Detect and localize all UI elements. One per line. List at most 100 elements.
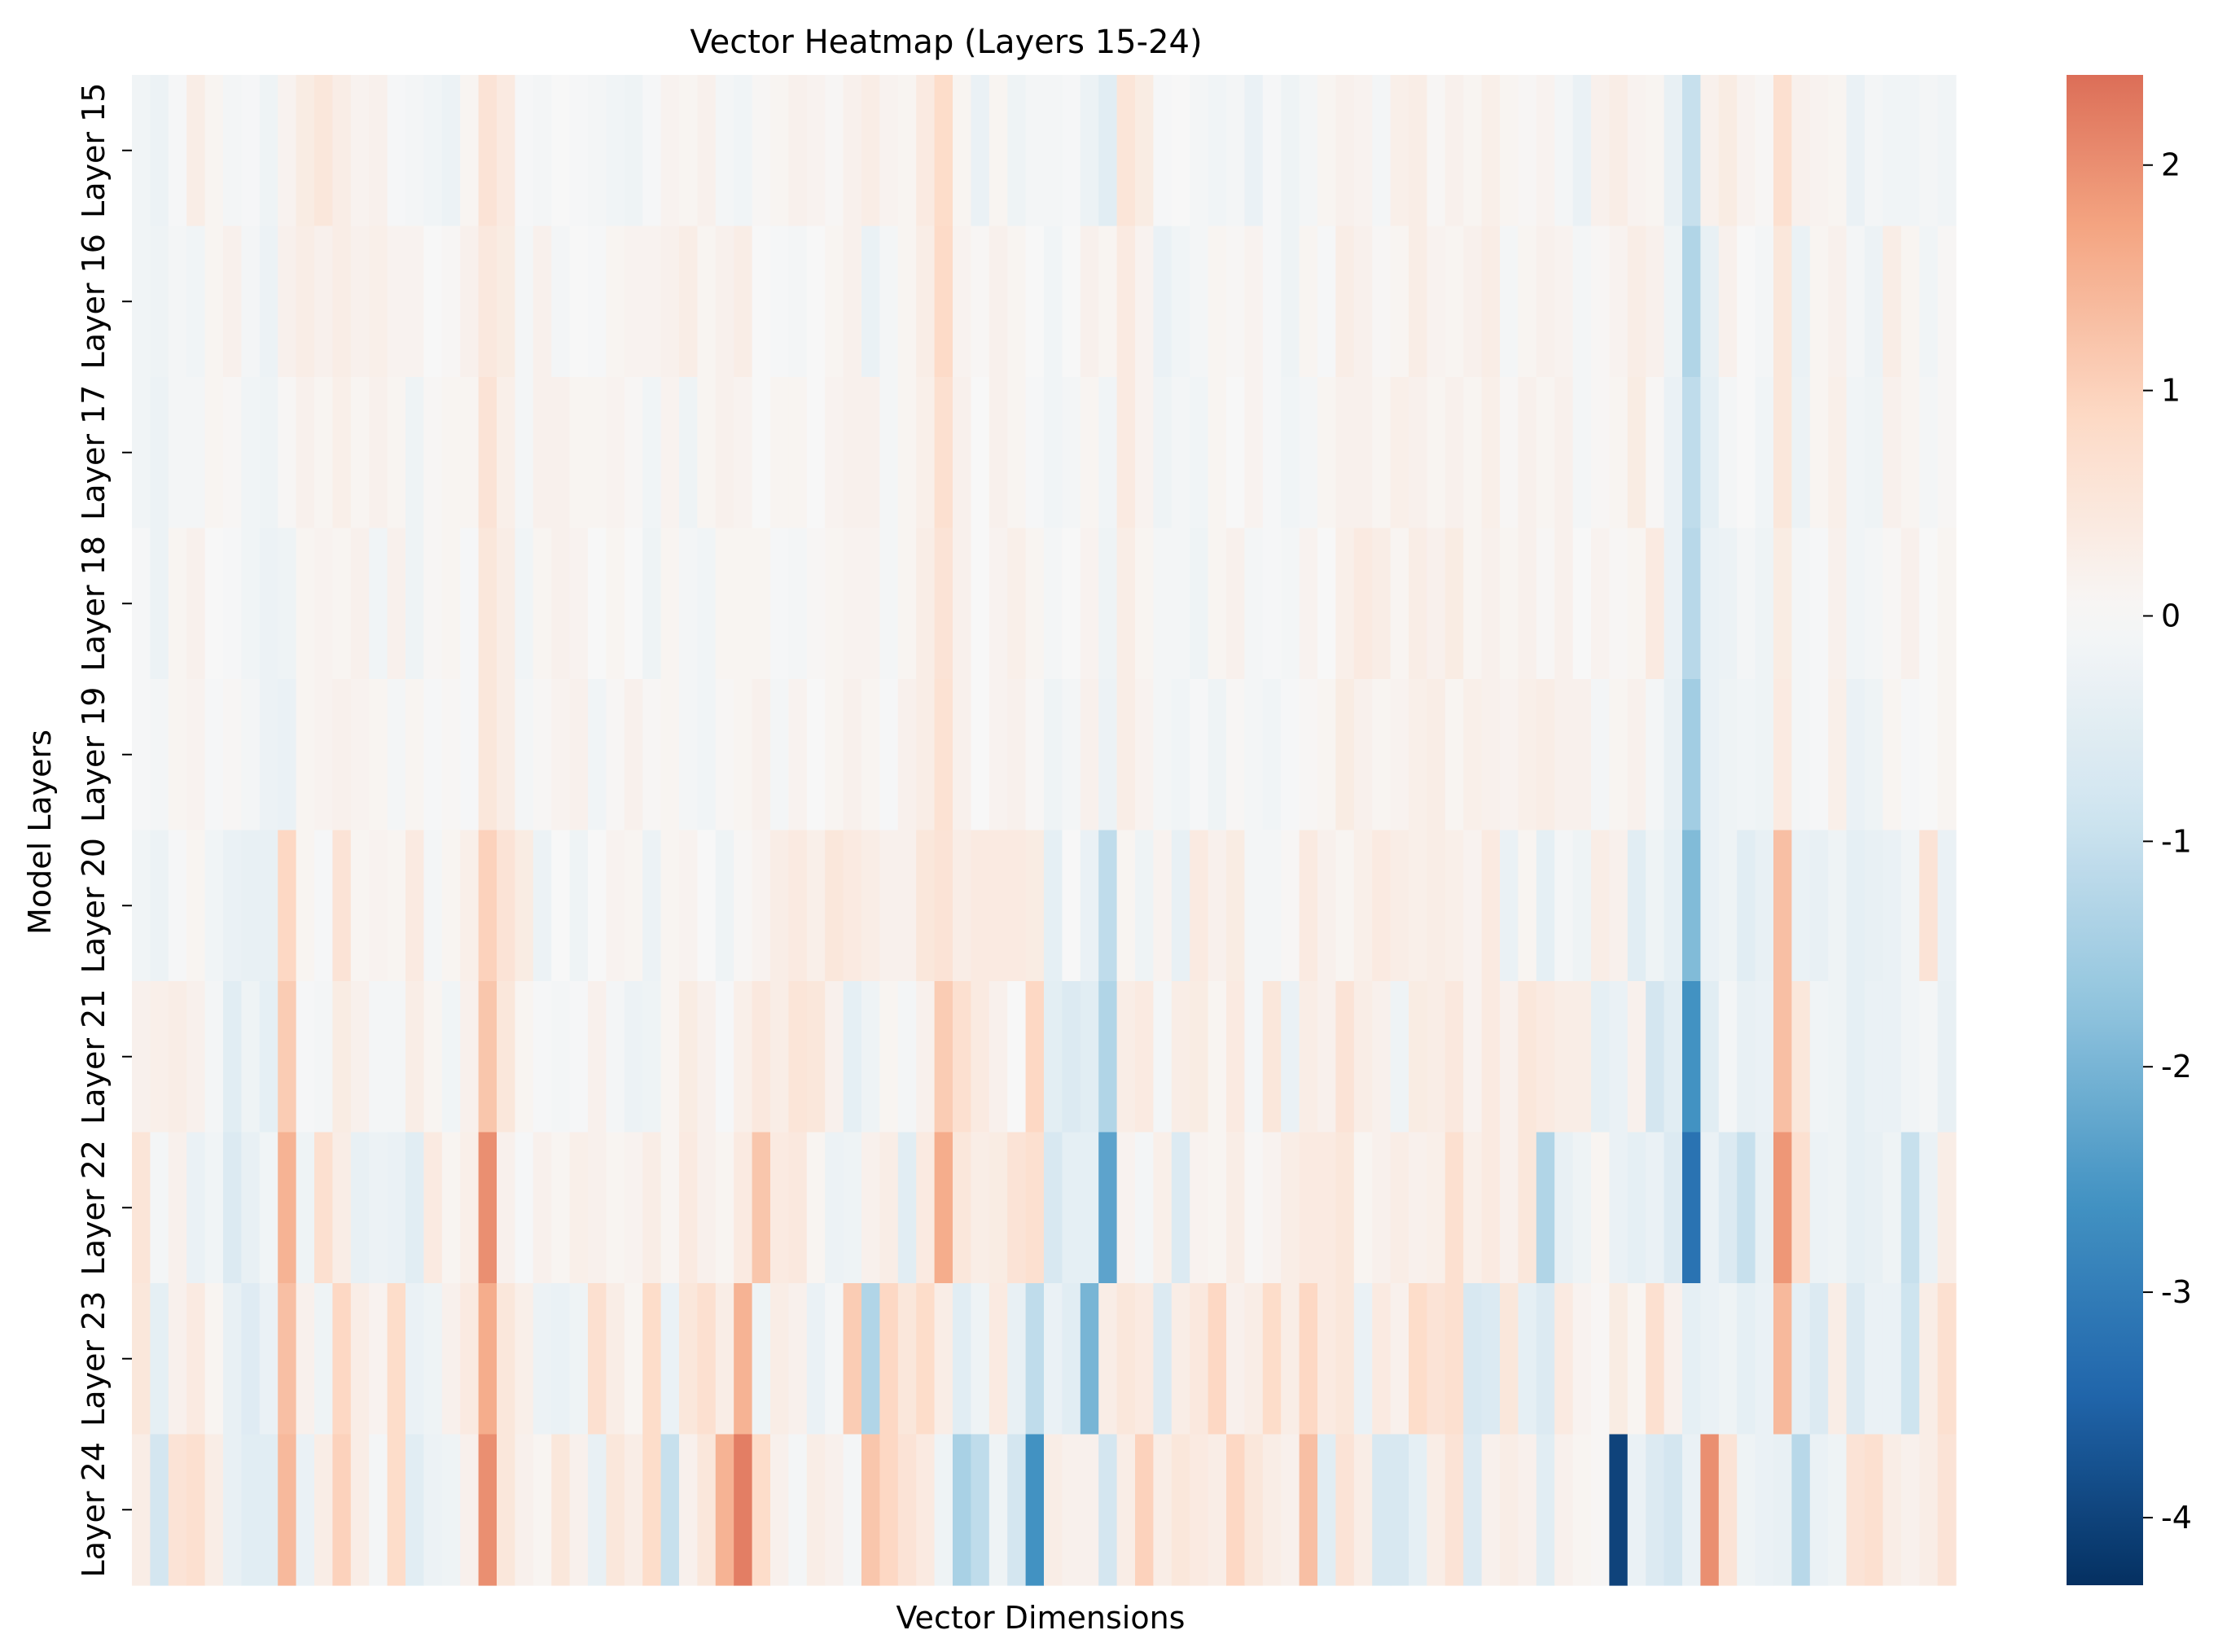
- heatmap-cell: [1463, 981, 1483, 1133]
- heatmap-cell: [806, 528, 826, 680]
- heatmap-cell: [1299, 981, 1318, 1133]
- heatmap-cell: [1809, 981, 1829, 1133]
- heatmap-cell: [387, 528, 406, 680]
- heatmap-cell: [478, 226, 498, 378]
- heatmap-cell: [697, 830, 717, 982]
- heatmap-cell: [971, 679, 990, 831]
- heatmap-cell: [186, 1132, 206, 1284]
- heatmap-cell: [1755, 75, 1774, 227]
- heatmap-cell: [1791, 528, 1811, 680]
- heatmap-cell: [497, 226, 515, 378]
- heatmap-cell: [1900, 1283, 1920, 1435]
- heatmap-cell: [332, 679, 352, 831]
- heatmap-cell: [642, 377, 662, 529]
- heatmap-cell: [624, 377, 643, 529]
- heatmap-cell: [897, 75, 917, 227]
- heatmap-cell: [934, 226, 953, 378]
- colorbar-tick-label: -2: [2161, 1049, 2192, 1085]
- heatmap-cell: [988, 528, 1008, 680]
- heatmap-cell: [1299, 1132, 1318, 1284]
- heatmap-cell: [1883, 679, 1902, 831]
- heatmap-cell: [1116, 1132, 1136, 1284]
- heatmap-cell: [551, 679, 571, 831]
- heatmap-cell: [606, 1434, 625, 1586]
- heatmap-cell: [168, 1132, 187, 1284]
- heatmap-cell: [1883, 1132, 1902, 1284]
- heatmap-cell: [679, 981, 698, 1133]
- heatmap-cell: [1755, 830, 1774, 982]
- heatmap-cell: [186, 1434, 206, 1586]
- heatmap-cell: [1900, 377, 1920, 529]
- heatmap-cell: [971, 528, 990, 680]
- colorbar-tick-label: -1: [2161, 823, 2192, 859]
- heatmap-cell: [1500, 528, 1519, 680]
- heatmap-cell: [296, 1283, 315, 1435]
- heatmap-cell: [861, 1434, 880, 1586]
- heatmap-cell: [1390, 528, 1409, 680]
- heatmap-cell: [1809, 1283, 1829, 1435]
- heatmap-cell: [1262, 1434, 1282, 1586]
- heatmap-cell: [953, 528, 971, 680]
- heatmap-cell: [241, 377, 261, 529]
- heatmap-cell: [971, 377, 990, 529]
- heatmap-cell: [988, 830, 1008, 982]
- heatmap-cell: [1190, 1283, 1209, 1435]
- heatmap-cell: [843, 226, 862, 378]
- heatmap-cell: [1664, 75, 1683, 227]
- heatmap-cell: [1646, 1434, 1665, 1586]
- heatmap-cell: [1773, 1132, 1792, 1284]
- heatmap-cell: [734, 679, 753, 831]
- heatmap-cell: [1791, 75, 1811, 227]
- heatmap-cell: [569, 1283, 589, 1435]
- heatmap-cell: [204, 830, 224, 982]
- heatmap-cell: [1299, 75, 1318, 227]
- heatmap-cell: [697, 75, 717, 227]
- heatmap-cell: [515, 75, 534, 227]
- heatmap-cell: [825, 75, 844, 227]
- heatmap-cell: [934, 1434, 953, 1586]
- heatmap-cell: [278, 981, 297, 1133]
- heatmap-cell: [642, 226, 662, 378]
- heatmap-cell: [1737, 830, 1756, 982]
- heatmap-cell: [1536, 75, 1555, 227]
- heatmap-cell: [1208, 830, 1227, 982]
- heatmap-cell: [843, 75, 862, 227]
- heatmap-cell: [1044, 377, 1063, 529]
- heatmap-cell: [1700, 830, 1720, 982]
- heatmap-cell: [697, 1283, 717, 1435]
- heatmap-cell: [1609, 1434, 1628, 1586]
- heatmap-cell: [1080, 75, 1099, 227]
- heatmap-cell: [332, 75, 352, 227]
- heatmap-cell: [1737, 1132, 1756, 1284]
- heatmap-cell: [1791, 1283, 1811, 1435]
- heatmap-cell: [1025, 226, 1045, 378]
- heatmap-cell: [1153, 226, 1173, 378]
- heatmap-cell: [897, 679, 917, 831]
- heatmap-cell: [1190, 75, 1209, 227]
- heatmap-cell: [825, 679, 844, 831]
- heatmap-cell: [405, 377, 424, 529]
- heatmap-cell: [369, 981, 388, 1133]
- heatmap-cell: [259, 679, 278, 831]
- heatmap-cell: [1353, 1283, 1373, 1435]
- heatmap-cell: [1937, 377, 1957, 529]
- heatmap-cell: [1937, 226, 1957, 378]
- heatmap-cell: [296, 679, 315, 831]
- heatmap-cell: [441, 830, 461, 982]
- heatmap-cell: [1098, 1132, 1118, 1284]
- heatmap-cell: [879, 528, 899, 680]
- heatmap-cell: [1007, 981, 1027, 1133]
- heatmap-cell: [1481, 75, 1501, 227]
- heatmap-cell: [478, 1434, 498, 1586]
- heatmap-cell: [1500, 679, 1519, 831]
- heatmap-cell: [1080, 679, 1099, 831]
- heatmap-cell: [1281, 226, 1300, 378]
- heatmap-cell: [861, 1132, 880, 1284]
- heatmap-cell: [916, 830, 936, 982]
- heatmap-cell: [1609, 75, 1628, 227]
- heatmap-cell: [551, 981, 571, 1133]
- heatmap-cell: [1591, 75, 1610, 227]
- heatmap-cell: [1190, 377, 1209, 529]
- heatmap-cell: [1025, 679, 1045, 831]
- heatmap-cell: [806, 1283, 826, 1435]
